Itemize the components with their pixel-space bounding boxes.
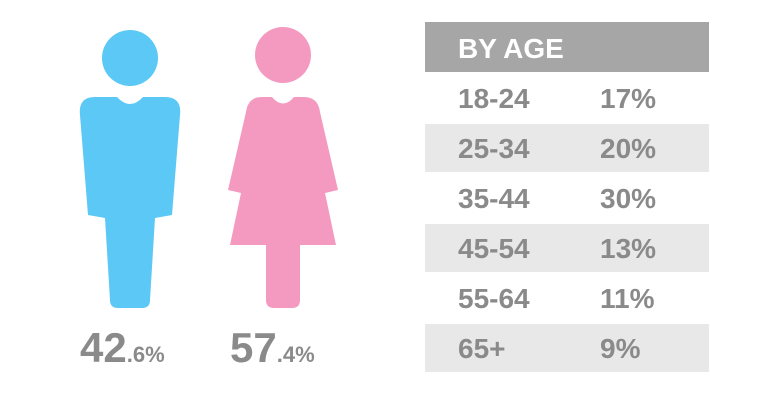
age-range: 55-64 [458,283,530,314]
percent-major: 57 [230,324,277,371]
row-bg [425,224,709,272]
age-share: 11% [600,283,655,314]
percent-major: 42 [80,324,127,371]
age-share: 17% [600,83,656,114]
female-percent: 57.4% [230,324,315,371]
table-header: BY AGE [458,33,564,64]
age-share: 30% [600,183,656,214]
male-body [79,97,181,308]
male-head [102,30,158,86]
male-figure [79,30,181,308]
row-bg [425,324,709,372]
table-body: 18-24 17% 25-34 20% 35-44 30% 45-54 13% 55-64 11%… [425,83,709,372]
percent-minor: .6% [127,342,165,367]
female-body [228,97,338,308]
age-range: 35-44 [458,183,530,214]
age-range: 25-34 [458,133,530,164]
female-head [255,27,311,83]
female-figure [228,27,338,308]
age-share: 20% [600,133,656,164]
age-range: 18-24 [458,83,530,114]
row-bg [425,124,709,172]
male-percent: 42.6% [80,324,165,371]
age-share: 13% [600,233,656,264]
table-header-bg [425,22,709,72]
age-range: 45-54 [458,233,530,264]
age-range: 65+ [458,333,506,364]
age-share: 9% [600,333,641,364]
percent-minor: .4% [277,342,315,367]
